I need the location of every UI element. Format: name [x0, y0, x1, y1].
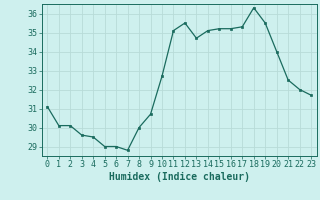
X-axis label: Humidex (Indice chaleur): Humidex (Indice chaleur) [109, 172, 250, 182]
